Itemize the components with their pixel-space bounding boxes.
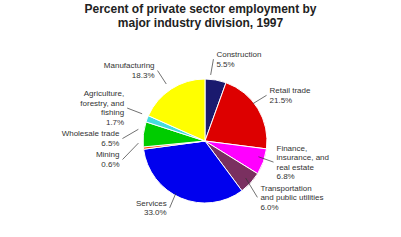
svg-text:Finance,insurance, andreal est: Finance,insurance, andreal estate6.8% xyxy=(277,144,329,182)
html-text:Percent of private sector empl: Percent of private sector employment by xyxy=(84,2,317,16)
svg-text:Agriculture,forestry, andfishi: Agriculture,forestry, andfishing1.7% xyxy=(80,89,124,127)
svg-text:Services33.0%: Services33.0% xyxy=(136,199,167,218)
html-text:major industry division, 1997: major industry division, 1997 xyxy=(117,16,284,30)
svg-text:Retail trade21.5%: Retail trade21.5% xyxy=(270,86,311,105)
svg-text:Mining0.6%: Mining0.6% xyxy=(96,150,120,169)
svg-text:Transportationand public utili: Transportationand public utilities6.0% xyxy=(260,184,323,212)
svg-text:Manufacturing18.3%: Manufacturing18.3% xyxy=(104,61,155,80)
svg-text:Wholesale trade6.5%: Wholesale trade6.5% xyxy=(62,129,120,148)
svg-text:Construction5.5%: Construction5.5% xyxy=(216,50,261,69)
